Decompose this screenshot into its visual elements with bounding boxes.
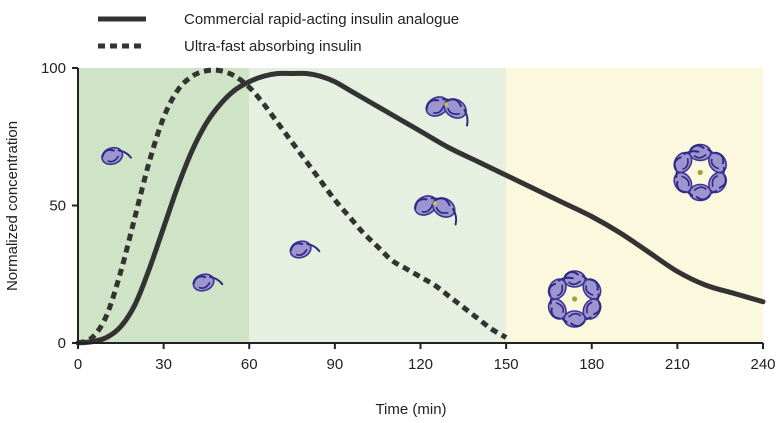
insulin-dimer-icon [425, 96, 469, 127]
shaded-region-2 [506, 68, 763, 343]
x-tick-label: 120 [408, 356, 433, 373]
y-axis-label: Normalized concentration [4, 121, 21, 291]
x-tick-label: 0 [74, 356, 82, 373]
x-tick-label: 180 [579, 356, 604, 373]
legend-label-commercial: Commercial rapid-acting insulin analogue [184, 11, 459, 28]
series-lines [75, 67, 766, 346]
series-line-ultra-fast [77, 67, 508, 346]
series-line-commercial [75, 70, 766, 346]
insulin-monomer-icon [192, 273, 224, 292]
x-tick-label: 90 [327, 356, 344, 373]
y-tick-label: 100 [41, 60, 66, 77]
insulin-monomer-icon [289, 240, 321, 259]
shaded-region-0 [78, 68, 250, 343]
axes: 0 30 60 90 120 150 180 210 240 0 50 100 [41, 60, 776, 373]
insulin-hexamer-icon [547, 270, 602, 328]
x-axis-label: Time (min) [375, 401, 446, 418]
insulin-illustrations [101, 96, 728, 328]
x-tick-label: 60 [241, 356, 258, 373]
x-tick-label: 210 [665, 356, 690, 373]
x-ticks: 0 30 60 90 120 150 180 210 240 [74, 343, 776, 373]
y-ticks: 0 50 100 [41, 60, 78, 352]
x-tick-label: 30 [155, 356, 172, 373]
x-tick-label: 150 [494, 356, 519, 373]
insulin-dimer-icon [414, 195, 458, 226]
y-tick-label: 50 [49, 198, 66, 215]
x-tick-label: 240 [750, 356, 775, 373]
legend-label-ultra-fast: Ultra-fast absorbing insulin [184, 38, 362, 55]
insulin-monomer-icon [101, 146, 132, 166]
insulin-hexamer-icon [673, 143, 728, 202]
legend: Commercial rapid-acting insulin analogue… [98, 11, 459, 55]
y-tick-label: 0 [58, 335, 66, 352]
